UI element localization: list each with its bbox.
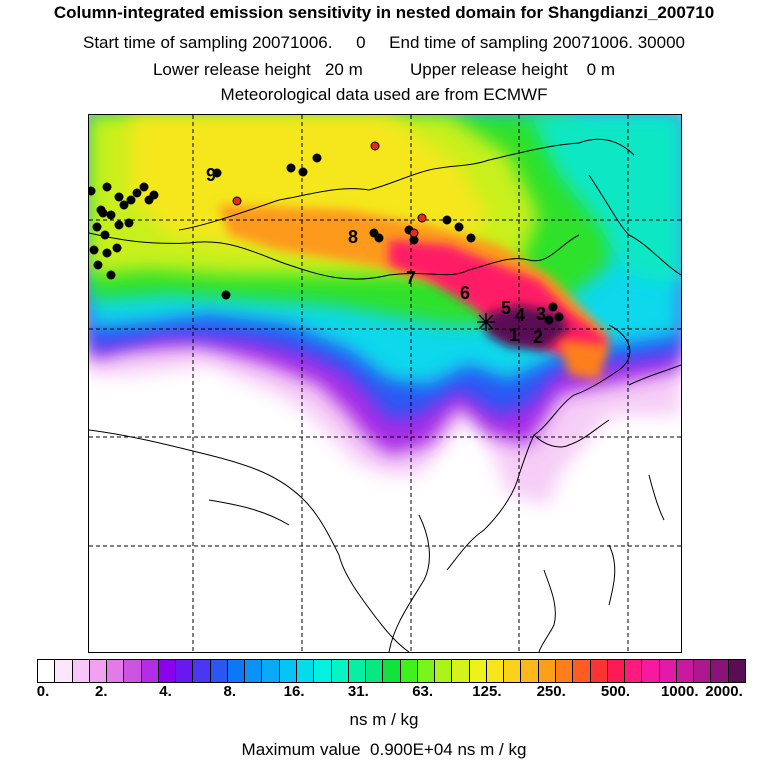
- colorbar-tick-label: 125.: [472, 683, 502, 700]
- colorbar-tick-label: 1000.: [660, 683, 699, 700]
- colorbar-segment: [469, 660, 487, 682]
- colorbar-segment: [245, 660, 263, 682]
- colorbar-segment: [676, 660, 695, 682]
- colorbar-segment: [383, 660, 401, 682]
- colorbar-segment: [124, 660, 142, 682]
- colorbar-tick-label: 4.: [159, 683, 172, 700]
- colorbar-segment: [279, 660, 297, 682]
- colorbar-segment: [711, 660, 729, 682]
- colorbar-segment: [521, 660, 539, 682]
- grid-lines: [89, 115, 681, 652]
- day-label: 8: [348, 227, 358, 247]
- colorbar-segment: [625, 660, 643, 682]
- release-height-line: Lower release height 20 m Upper release …: [152, 60, 616, 79]
- colorbar-segment: [607, 660, 626, 682]
- colorbar-tick-label: 63.: [412, 683, 434, 700]
- colorbar-segment: [538, 660, 556, 682]
- colorbar-segment: [573, 660, 591, 682]
- particle-markers: [89, 153, 564, 325]
- day-label: 6: [460, 283, 470, 303]
- colorbar-segment: [193, 660, 211, 682]
- colorbar-segment: [642, 660, 660, 682]
- colorbar-segment: [452, 660, 470, 682]
- maximum-value-text: Maximum value 0.900E+04 ns m / kg: [241, 740, 527, 759]
- colorbar-tick-label: 2000.: [705, 683, 743, 700]
- plot-title: Column-integrated emission sensitivity i…: [53, 3, 715, 22]
- day-label: 9: [206, 165, 216, 185]
- colorbar-segment: [89, 660, 108, 682]
- colorbar-tick-label: 16.: [283, 683, 305, 700]
- colorbar-segment: [55, 660, 73, 682]
- colorbar-segment: [38, 660, 56, 682]
- colorbar-segment: [227, 660, 246, 682]
- colorbar-segment: [331, 660, 349, 682]
- sensitivity-field: [89, 115, 681, 505]
- colorbar-units: ns m / kg: [349, 710, 419, 729]
- colorbar-segment: [486, 660, 505, 682]
- colorbar-segment: [659, 660, 677, 682]
- receptor-site: [477, 313, 495, 331]
- colorbar-tick-label: 500.: [600, 683, 631, 700]
- colorbar-segment: [590, 660, 608, 682]
- day-label: 3: [536, 304, 546, 324]
- day-labels: 1 2 3 4 5 6 7 8 9: [206, 165, 546, 347]
- colorbar-segment: [435, 660, 453, 682]
- day-label: 2: [533, 327, 543, 347]
- day-label: 7: [406, 268, 416, 288]
- colorbar-segment: [314, 660, 332, 682]
- colorbar-segment: [176, 660, 194, 682]
- colorbar-segment: [348, 660, 367, 682]
- colorbar-segment: [728, 660, 745, 682]
- sampling-time-line: Start time of sampling 20071006. 0 End t…: [83, 33, 685, 52]
- colorbar-tick-label: 0.: [36, 683, 50, 700]
- day-label: 1: [509, 325, 519, 345]
- colorbar-segment: [504, 660, 522, 682]
- colorbar-segment: [694, 660, 712, 682]
- colorbar-tick-label: 31.: [347, 683, 369, 700]
- emission-sensitivity-map: 1 2 3 4 5 6 7 8 9: [88, 114, 682, 653]
- colorbar: [37, 659, 746, 683]
- colorbar-tick-label: 8.: [223, 683, 237, 700]
- colorbar-segment: [72, 660, 90, 682]
- colorbar-segment: [210, 660, 228, 682]
- colorbar-segment: [262, 660, 280, 682]
- colorbar-segment: [107, 660, 125, 682]
- colorbar-segment: [400, 660, 418, 682]
- met-data-line: Meteorological data used are from ECMWF: [220, 85, 548, 104]
- colorbar-segment: [366, 660, 384, 682]
- colorbar-segment: [417, 660, 436, 682]
- colorbar-segment: [296, 660, 315, 682]
- day-label: 5: [501, 298, 511, 318]
- coastlines-borders: [89, 138, 681, 652]
- colorbar-tick-label: 250.: [536, 683, 566, 700]
- day-label: 4: [515, 305, 525, 325]
- colorbar-segment: [141, 660, 159, 682]
- colorbar-segment: [158, 660, 177, 682]
- colorbar-tick-label: 2.: [95, 683, 108, 700]
- colorbar-segment: [555, 660, 574, 682]
- red-markers: [232, 141, 427, 238]
